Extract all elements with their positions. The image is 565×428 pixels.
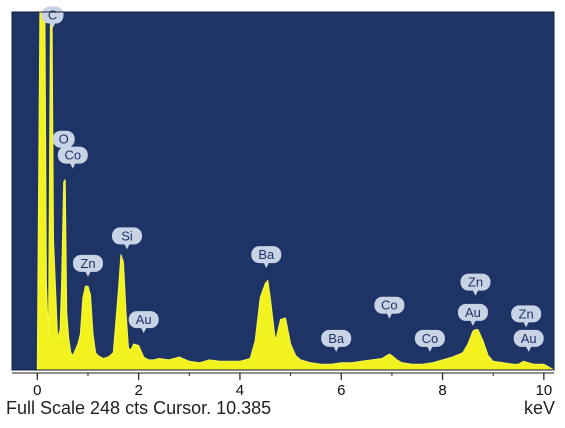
peak-label: Si xyxy=(111,227,142,250)
peak-label-text: Ba xyxy=(258,247,275,262)
peak-label-bubble xyxy=(460,273,491,291)
peak-label-text: Zn xyxy=(468,275,483,290)
peak-label: Au xyxy=(128,311,159,334)
x-tick-label: 10 xyxy=(536,382,553,399)
plot-frame xyxy=(11,11,555,371)
peak-label-text: Zn xyxy=(80,256,95,271)
peak-label-bubble xyxy=(414,329,445,347)
peak-label-bubble xyxy=(321,329,352,347)
peak-label-text: O xyxy=(59,132,69,147)
peak-label-pointer xyxy=(525,345,532,352)
status-line: Full Scale 248 cts Cursor. 10.385 xyxy=(6,398,272,418)
x-tick-label: 4 xyxy=(236,382,244,399)
x-tick-label: 6 xyxy=(337,382,345,399)
peak-label-bubble xyxy=(111,227,142,245)
spectrum-layer xyxy=(32,11,556,371)
peak-label-bubble xyxy=(513,329,544,347)
peak-label-text: Au xyxy=(136,312,152,327)
peak-label-text: C xyxy=(48,8,57,23)
peak-label-pointer xyxy=(472,289,479,296)
peak-label: C xyxy=(41,6,64,29)
peak-label-pointer xyxy=(333,345,340,352)
peak-label-text: Au xyxy=(521,331,537,346)
peak-label-bubble xyxy=(52,130,75,148)
x-tick-label: 0 xyxy=(33,382,41,399)
peak-label-pointer xyxy=(140,327,147,334)
peak-label: Zn xyxy=(511,305,542,328)
peak-label: Co xyxy=(414,329,445,352)
peak-label: Au xyxy=(513,329,544,352)
peak-label-pointer xyxy=(426,345,433,352)
peak-label-bubble xyxy=(57,146,88,164)
peak-label-bubble xyxy=(41,6,64,24)
x-tick-label: 2 xyxy=(134,382,142,399)
peak-label: Zn xyxy=(460,273,491,296)
x-tick-label: 8 xyxy=(438,382,446,399)
x-axis-unit-label: keV xyxy=(523,398,555,418)
peak-label-bubble xyxy=(251,246,282,264)
peak-label-bubble xyxy=(511,305,542,323)
peak-label-pointer xyxy=(49,22,56,29)
peak-label: Ba xyxy=(251,246,282,269)
peak-label-text: Ba xyxy=(328,331,345,346)
peak-label: Co xyxy=(374,296,405,319)
peak-label-pointer xyxy=(263,262,270,269)
peak-label: Zn xyxy=(72,254,103,277)
peak-label-bubble xyxy=(457,303,488,321)
x-axis: 0 2 4 6 8 10 xyxy=(12,372,554,399)
peak-label-pointer xyxy=(123,243,130,250)
peak-label-pointer xyxy=(469,319,476,326)
peak-label: Ba xyxy=(321,329,352,352)
peak-label-pointer xyxy=(84,270,91,277)
peak-label: Au xyxy=(457,303,488,326)
peak-label-text: Au xyxy=(465,305,481,320)
peak-label-bubble xyxy=(128,311,159,329)
peak-label-pointer xyxy=(523,321,530,328)
peak-label-text: Co xyxy=(381,298,398,313)
peak-label-pointer xyxy=(69,162,76,169)
spectrum-trace xyxy=(32,11,556,371)
peak-label-pointer xyxy=(386,312,393,319)
peak-label-bubble xyxy=(72,254,103,272)
peak-label-text: Co xyxy=(64,148,81,163)
peak-label: Co xyxy=(57,146,88,169)
peak-label-bubble xyxy=(374,296,405,314)
peak-label-text: Si xyxy=(121,228,133,243)
peak-label-text: Zn xyxy=(519,306,534,321)
peak-label-text: Co xyxy=(422,331,439,346)
